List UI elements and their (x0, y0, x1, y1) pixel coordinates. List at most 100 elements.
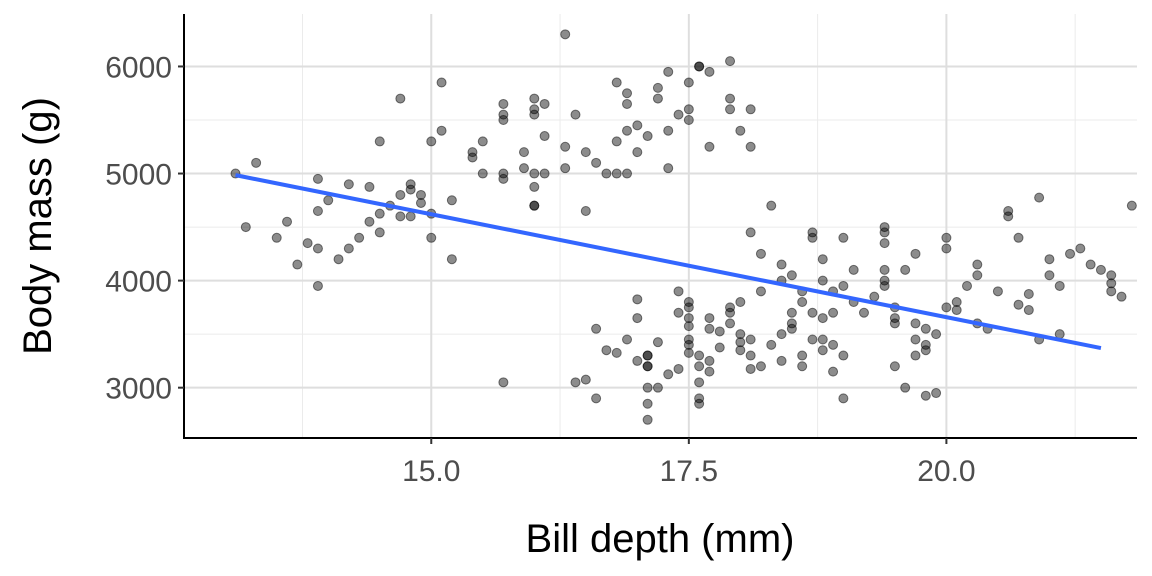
data-point (694, 377, 705, 388)
data-point (745, 350, 756, 361)
data-point (498, 173, 509, 184)
data-point (1065, 248, 1076, 259)
data-point (364, 181, 375, 192)
data-point (343, 243, 354, 254)
data-point (725, 104, 736, 115)
data-point (1044, 270, 1055, 281)
data-point (683, 297, 694, 308)
data-point (992, 286, 1003, 297)
data-point (797, 361, 808, 372)
data-point (1126, 200, 1137, 211)
data-point (910, 318, 921, 329)
data-point (591, 157, 602, 168)
data-point (694, 361, 705, 372)
data-point (776, 355, 787, 366)
data-point (395, 189, 406, 200)
data-point (755, 361, 766, 372)
data-point (292, 259, 303, 270)
data-point (683, 77, 694, 88)
data-point (1003, 206, 1014, 217)
data-point (962, 280, 973, 291)
data-point (714, 326, 725, 337)
x-axis-title: Bill depth (mm) (526, 517, 795, 561)
data-point (477, 168, 488, 179)
data-point (694, 61, 705, 72)
data-point (704, 66, 715, 77)
data-point (1034, 192, 1045, 203)
data-point (642, 382, 653, 393)
data-point (1013, 232, 1024, 243)
y-axis-title: Body mass (g) (16, 97, 60, 355)
data-point (560, 29, 571, 40)
data-point (910, 350, 921, 361)
data-point (745, 141, 756, 152)
data-point (560, 163, 571, 174)
data-point (343, 179, 354, 190)
data-point (858, 307, 869, 318)
data-point (405, 211, 416, 222)
data-point (879, 275, 890, 286)
data-point (817, 275, 828, 286)
data-point (879, 227, 890, 238)
data-point (570, 109, 581, 120)
y-tick-label: 3000 (105, 373, 172, 406)
data-point (1106, 278, 1117, 289)
data-point (632, 147, 643, 158)
data-point (807, 307, 818, 318)
data-point (838, 350, 849, 361)
data-point (900, 382, 911, 393)
data-point (1013, 299, 1024, 310)
data-point (838, 393, 849, 404)
data-point (900, 264, 911, 275)
data-point (663, 66, 674, 77)
data-point (622, 334, 633, 345)
data-point (889, 313, 900, 324)
data-point (755, 286, 766, 297)
data-point (632, 313, 643, 324)
data-point (580, 374, 591, 385)
data-point (725, 56, 736, 67)
data-point (1003, 211, 1014, 222)
data-point (601, 345, 612, 356)
data-point (714, 342, 725, 353)
data-point (498, 115, 509, 125)
data-point (663, 163, 674, 174)
data-point (529, 109, 540, 120)
x-ticks: 15.0 17.5 20.0 (402, 438, 976, 488)
data-point (529, 181, 540, 192)
data-point (817, 254, 828, 265)
data-point (395, 93, 406, 104)
data-point (673, 109, 684, 120)
data-point (694, 393, 705, 404)
y-ticks: 3000 4000 5000 6000 (105, 51, 184, 406)
data-point (570, 377, 581, 388)
data-point (240, 222, 251, 233)
data-point (910, 248, 921, 259)
data-point (735, 337, 746, 348)
data-point (683, 313, 694, 324)
data-point (436, 125, 447, 136)
data-point (848, 264, 859, 275)
data-point (539, 131, 550, 142)
data-point (745, 227, 756, 238)
data-point (622, 98, 633, 109)
data-point (498, 168, 509, 179)
data-point (312, 243, 323, 254)
data-point (580, 206, 591, 217)
data-point (415, 189, 426, 200)
x-tick-label: 20.0 (917, 455, 975, 488)
data-point (704, 313, 715, 324)
data-point (518, 147, 529, 158)
data-point (642, 398, 653, 409)
data-point (580, 147, 591, 158)
data-point (951, 305, 962, 316)
data-point (312, 173, 323, 184)
data-point (797, 350, 808, 361)
data-point (601, 168, 612, 179)
data-point (622, 168, 633, 179)
data-point (1054, 280, 1065, 291)
data-point (642, 350, 653, 361)
y-tick-label: 6000 (105, 51, 172, 84)
data-point (498, 98, 509, 109)
data-point (1075, 243, 1086, 254)
